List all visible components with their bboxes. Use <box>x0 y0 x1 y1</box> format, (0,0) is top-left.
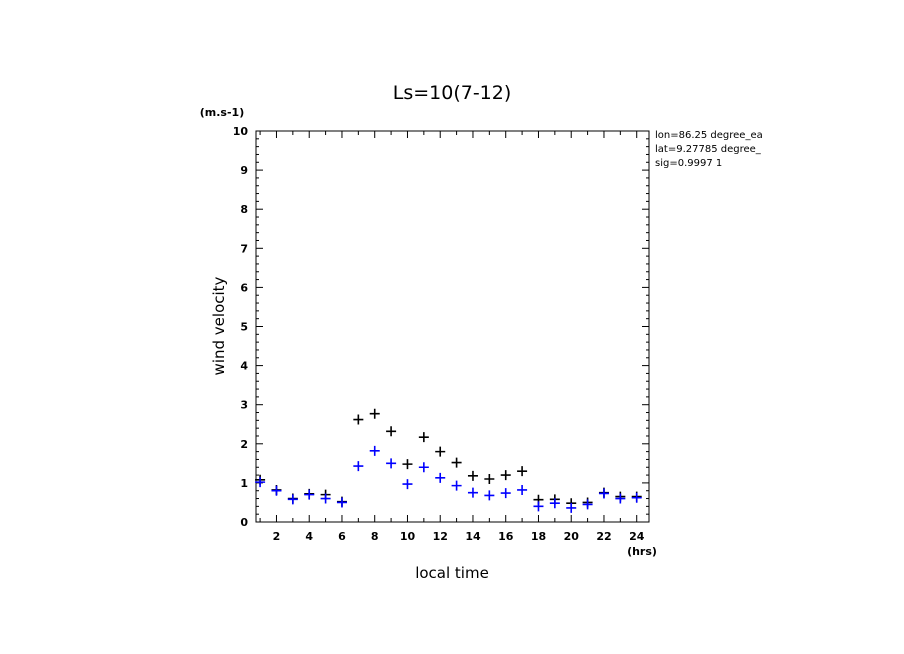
x-tick-label: 10 <box>400 530 416 543</box>
data-point <box>451 457 462 468</box>
y-tick-label: 10 <box>233 125 249 138</box>
x-tick-label: 6 <box>338 530 346 543</box>
data-point <box>517 466 528 477</box>
y-tick-label: 8 <box>240 203 248 216</box>
data-point <box>255 477 266 488</box>
y-tick-label: 9 <box>240 164 248 177</box>
data-points <box>255 408 642 513</box>
data-point <box>418 462 429 473</box>
series-1 <box>255 408 642 509</box>
data-point <box>369 445 380 456</box>
data-point <box>467 487 478 498</box>
data-point <box>631 492 642 503</box>
annotation-lat: lat=9.27785 degree_ <box>655 144 762 155</box>
x-axis-label: local time <box>415 564 489 582</box>
y-tick-label: 6 <box>240 281 248 294</box>
x-tick-label: 2 <box>273 530 281 543</box>
data-point <box>615 493 626 504</box>
x-tick-label: 8 <box>371 530 379 543</box>
data-point <box>304 489 315 500</box>
data-point <box>402 459 413 470</box>
data-point <box>500 488 511 499</box>
x-tick-label: 20 <box>564 530 580 543</box>
y-tick-label: 5 <box>240 321 248 334</box>
axis-ticks <box>256 130 649 523</box>
data-point <box>386 458 397 469</box>
x-tick-label: 16 <box>498 530 514 543</box>
x-tick-label: 14 <box>465 530 481 543</box>
data-point <box>566 502 577 513</box>
data-point <box>598 488 609 499</box>
data-point <box>484 473 495 484</box>
data-point <box>517 484 528 495</box>
y-tick-label: 1 <box>240 477 248 490</box>
y-tick-label: 7 <box>240 242 248 255</box>
y-axis-label: wind velocity <box>210 276 228 375</box>
data-point <box>271 485 282 496</box>
data-point <box>549 498 560 509</box>
x-tick-label: 12 <box>433 530 448 543</box>
data-point <box>386 426 397 437</box>
y-tick-label: 2 <box>240 438 248 451</box>
data-point <box>418 432 429 443</box>
data-point <box>320 493 331 504</box>
x-unit-label: (hrs) <box>627 545 657 558</box>
data-point <box>369 408 380 419</box>
x-tick-label: 4 <box>305 530 313 543</box>
data-point <box>500 470 511 481</box>
data-point <box>336 497 347 508</box>
y-tick-label: 4 <box>240 360 248 373</box>
data-point <box>533 501 544 512</box>
data-point <box>287 494 298 505</box>
data-point <box>402 479 413 490</box>
x-tick-label: 18 <box>531 530 546 543</box>
data-point <box>435 472 446 483</box>
y-tick-label: 3 <box>240 399 248 412</box>
annotation-lon: lon=86.25 degree_ea <box>655 130 763 141</box>
y-tick-label: 0 <box>240 516 248 529</box>
data-point <box>467 470 478 481</box>
series-2 <box>255 445 642 513</box>
data-point <box>353 461 364 472</box>
x-tick-label: 24 <box>629 530 645 543</box>
data-point <box>451 480 462 491</box>
y-unit-label: (m.s-1) <box>200 106 244 119</box>
chart-title: Ls=10(7-12) <box>393 82 512 104</box>
data-point <box>484 490 495 501</box>
annotation-sig: sig=0.9997 1 <box>655 158 722 169</box>
data-point <box>353 414 364 425</box>
data-point <box>435 446 446 457</box>
data-point <box>582 499 593 510</box>
x-tick-label: 22 <box>596 530 611 543</box>
